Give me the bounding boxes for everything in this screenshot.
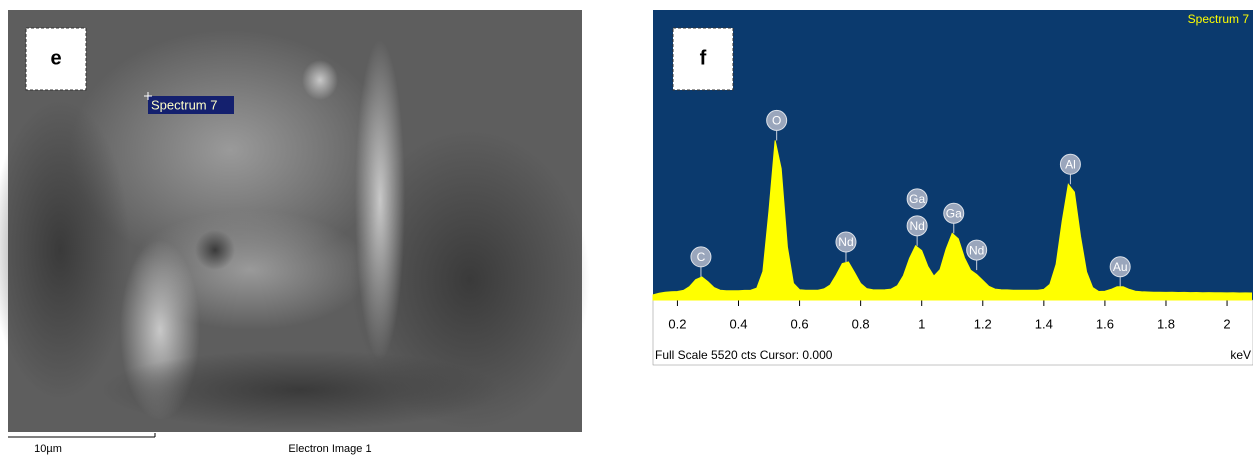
sem-image — [0, 10, 590, 432]
axis-area — [652, 299, 1253, 366]
panel-label-box — [672, 27, 734, 91]
x-tick-label: 0.6 — [791, 316, 809, 331]
peak-label: Ga — [909, 192, 925, 206]
peak-marker — [835, 231, 857, 253]
image-caption: Electron Image 1 — [288, 443, 371, 455]
peak-label: C — [697, 250, 706, 264]
peak-marker — [906, 188, 928, 210]
peak-marker — [1059, 153, 1081, 175]
peak-label: Au — [1113, 260, 1128, 274]
chart-title: Spectrum 7 — [1188, 12, 1250, 26]
x-tick-label: 2 — [1223, 316, 1230, 331]
x-tick-label: 1.2 — [974, 316, 992, 331]
peak-marker — [966, 239, 988, 261]
panel-label-box — [25, 27, 87, 91]
footer: Full Scale 5520 cts Cursor: 0.000 — [655, 348, 833, 362]
peak-marker — [690, 246, 712, 268]
panel-label: f — [700, 47, 707, 69]
marker-label: Spectrum 7 — [151, 97, 217, 112]
x-tick-label: 1 — [918, 316, 925, 331]
peak-marker — [943, 202, 965, 224]
x-tick-label: 1.8 — [1157, 316, 1175, 331]
scale-label: 10µm — [34, 443, 62, 455]
x-tick-label: 1.6 — [1096, 316, 1114, 331]
peak-label: Al — [1065, 157, 1076, 171]
peak-label: Ga — [946, 206, 962, 220]
x-tick-label: 0.2 — [668, 316, 686, 331]
peak-label: O — [772, 114, 781, 128]
peak-label: Nd — [838, 235, 853, 249]
x-tick-label: 1.4 — [1035, 316, 1053, 331]
peak-label: Nd — [909, 219, 924, 233]
x-tick-label: 0.8 — [852, 316, 870, 331]
peak-marker — [766, 109, 788, 131]
spectrum — [652, 140, 1252, 301]
peak-label: Nd — [969, 243, 984, 257]
peak-marker — [906, 215, 928, 237]
marker-box — [148, 96, 234, 114]
x-tick-label: 0.4 — [729, 316, 747, 331]
panel-label: e — [50, 47, 61, 69]
peak-marker — [1109, 256, 1131, 278]
x-axis-label: keV — [1230, 348, 1251, 362]
